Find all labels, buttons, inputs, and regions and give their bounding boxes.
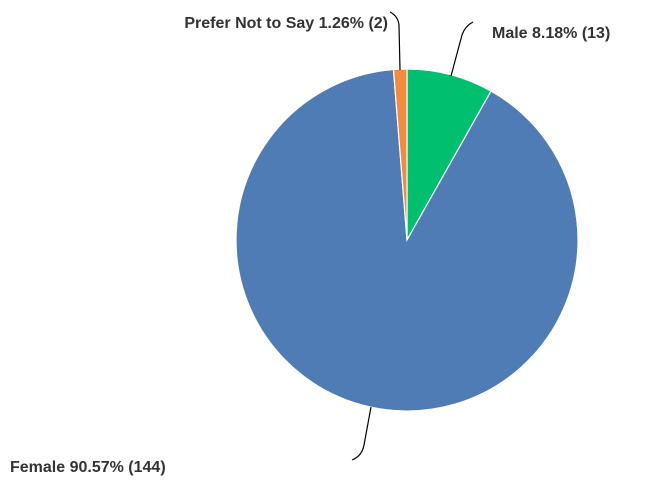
pie-slices — [235, 68, 579, 412]
slice-label-prefer-not-to-say: Prefer Not to Say 1.26% (2) — [184, 15, 388, 32]
slice-label-female: Female 90.57% (144) — [10, 459, 166, 476]
slice-label-male: Male 8.18% (13) — [492, 25, 610, 42]
leader-line-prefer-not-to-say — [389, 11, 401, 71]
leader-lines — [351, 11, 474, 461]
pie-slice-male — [406, 68, 492, 243]
leader-line-male — [450, 21, 474, 77]
pie-slice-female — [235, 68, 579, 412]
leader-line-female — [351, 406, 372, 461]
